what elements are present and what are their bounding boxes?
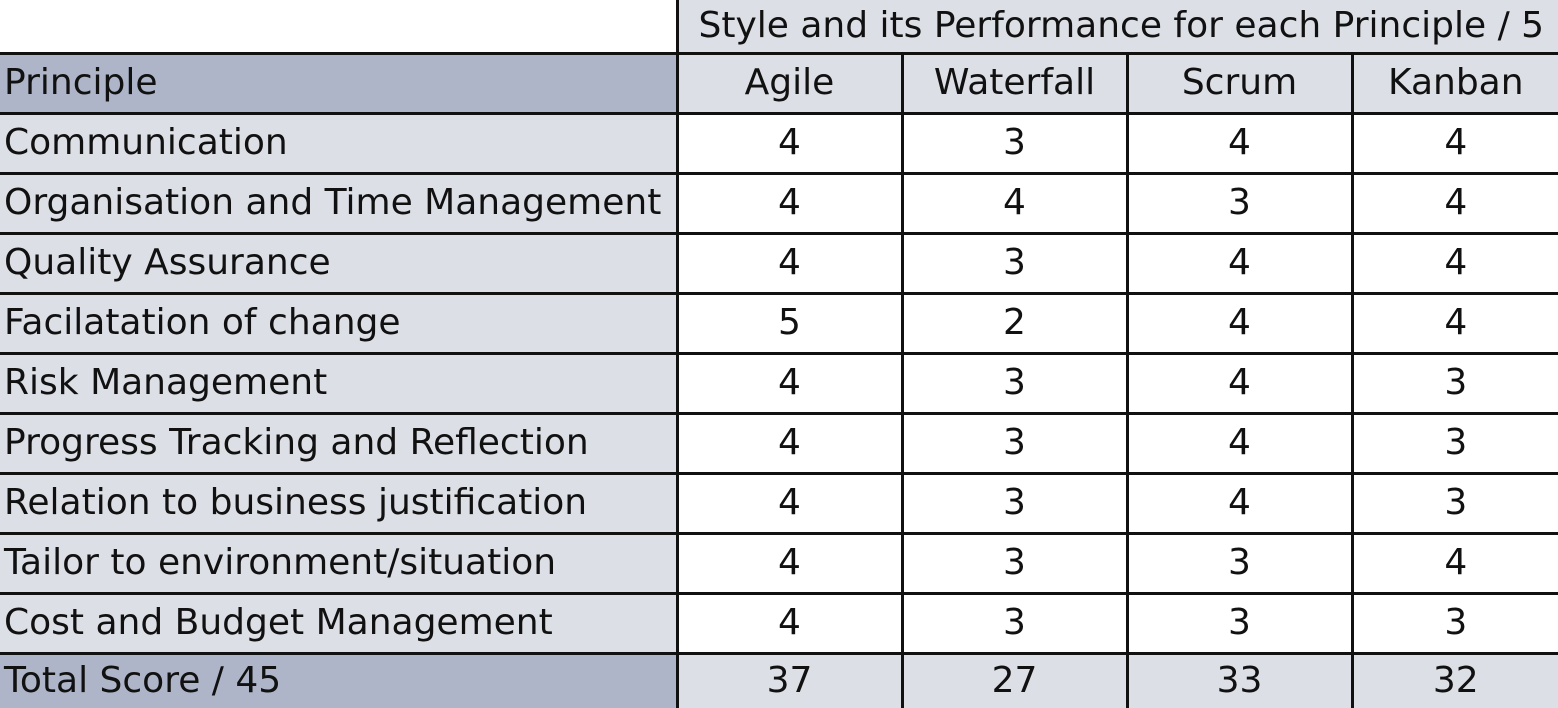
principle-column-header: Principle — [0, 51, 677, 113]
score-cell: 4 — [1125, 291, 1352, 353]
score-cell: 3 — [900, 591, 1127, 653]
score-cell: 4 — [1125, 471, 1352, 533]
table-row: Quality Assurance 4 3 4 4 — [0, 231, 1558, 293]
table-row: Communication 4 3 4 4 — [0, 111, 1558, 173]
score-cell: 4 — [1125, 111, 1352, 173]
table-header-row: Principle Agile Waterfall Scrum Kanban — [0, 51, 1558, 113]
score-cell: 3 — [900, 111, 1127, 173]
score-cell: 5 — [675, 291, 902, 353]
score-cell: 2 — [900, 291, 1127, 353]
score-cell: 3 — [900, 231, 1127, 293]
score-cell: 4 — [1125, 411, 1352, 473]
score-cell: 3 — [900, 351, 1127, 413]
style-header-agile: Agile — [675, 51, 902, 113]
score-cell: 3 — [900, 471, 1127, 533]
row-principle-label: Relation to business justification — [0, 471, 677, 533]
score-cell: 4 — [675, 411, 902, 473]
group-title: Style and its Performance for each Princ… — [675, 0, 1558, 53]
score-cell: 3 — [1350, 591, 1558, 653]
score-cell: 4 — [900, 171, 1127, 233]
total-score-kanban: 32 — [1350, 651, 1558, 708]
score-cell: 3 — [900, 531, 1127, 593]
style-header-scrum: Scrum — [1125, 51, 1352, 113]
score-cell: 3 — [900, 411, 1127, 473]
table-row: Cost and Budget Management 4 3 3 3 — [0, 591, 1558, 653]
total-score-row: Total Score / 45 37 27 33 32 — [0, 651, 1558, 708]
table-row: Organisation and Time Management 4 4 3 4 — [0, 171, 1558, 233]
score-cell: 4 — [1125, 351, 1352, 413]
score-cell: 3 — [1350, 411, 1558, 473]
table-row: Progress Tracking and Reflection 4 3 4 3 — [0, 411, 1558, 473]
score-cell: 3 — [1125, 171, 1352, 233]
score-cell: 4 — [1350, 171, 1558, 233]
score-cell: 3 — [1350, 471, 1558, 533]
score-cell: 4 — [675, 111, 902, 173]
score-cell: 4 — [675, 531, 902, 593]
table-row: Risk Management 4 3 4 3 — [0, 351, 1558, 413]
score-cell: 4 — [1350, 231, 1558, 293]
row-principle-label: Risk Management — [0, 351, 677, 413]
score-cell: 4 — [1350, 531, 1558, 593]
empty-corner-cell — [0, 0, 677, 53]
row-principle-label: Quality Assurance — [0, 231, 677, 293]
total-score-scrum: 33 — [1125, 651, 1352, 708]
table-row: Tailor to environment/situation 4 3 3 4 — [0, 531, 1558, 593]
row-principle-label: Progress Tracking and Reflection — [0, 411, 677, 473]
score-cell: 4 — [675, 351, 902, 413]
row-principle-label: Facilatation of change — [0, 291, 677, 353]
score-cell: 3 — [1350, 351, 1558, 413]
row-principle-label: Organisation and Time Management — [0, 171, 677, 233]
score-cell: 4 — [1350, 291, 1558, 353]
row-principle-label: Communication — [0, 111, 677, 173]
score-cell: 4 — [675, 591, 902, 653]
score-cell: 3 — [1125, 531, 1352, 593]
score-cell: 4 — [675, 471, 902, 533]
score-cell: 4 — [675, 171, 902, 233]
table-row: Relation to business justification 4 3 4… — [0, 471, 1558, 533]
row-principle-label: Cost and Budget Management — [0, 591, 677, 653]
score-cell: 4 — [675, 231, 902, 293]
style-header-waterfall: Waterfall — [900, 51, 1127, 113]
total-score-label: Total Score / 45 — [0, 651, 677, 708]
total-score-waterfall: 27 — [900, 651, 1127, 708]
total-score-agile: 37 — [675, 651, 902, 708]
score-cell: 4 — [1350, 111, 1558, 173]
style-header-kanban: Kanban — [1350, 51, 1558, 113]
table-title-row: Style and its Performance for each Princ… — [0, 0, 1558, 53]
table-row: Facilatation of change 5 2 4 4 — [0, 291, 1558, 353]
score-cell: 3 — [1125, 591, 1352, 653]
score-cell: 4 — [1125, 231, 1352, 293]
row-principle-label: Tailor to environment/situation — [0, 531, 677, 593]
